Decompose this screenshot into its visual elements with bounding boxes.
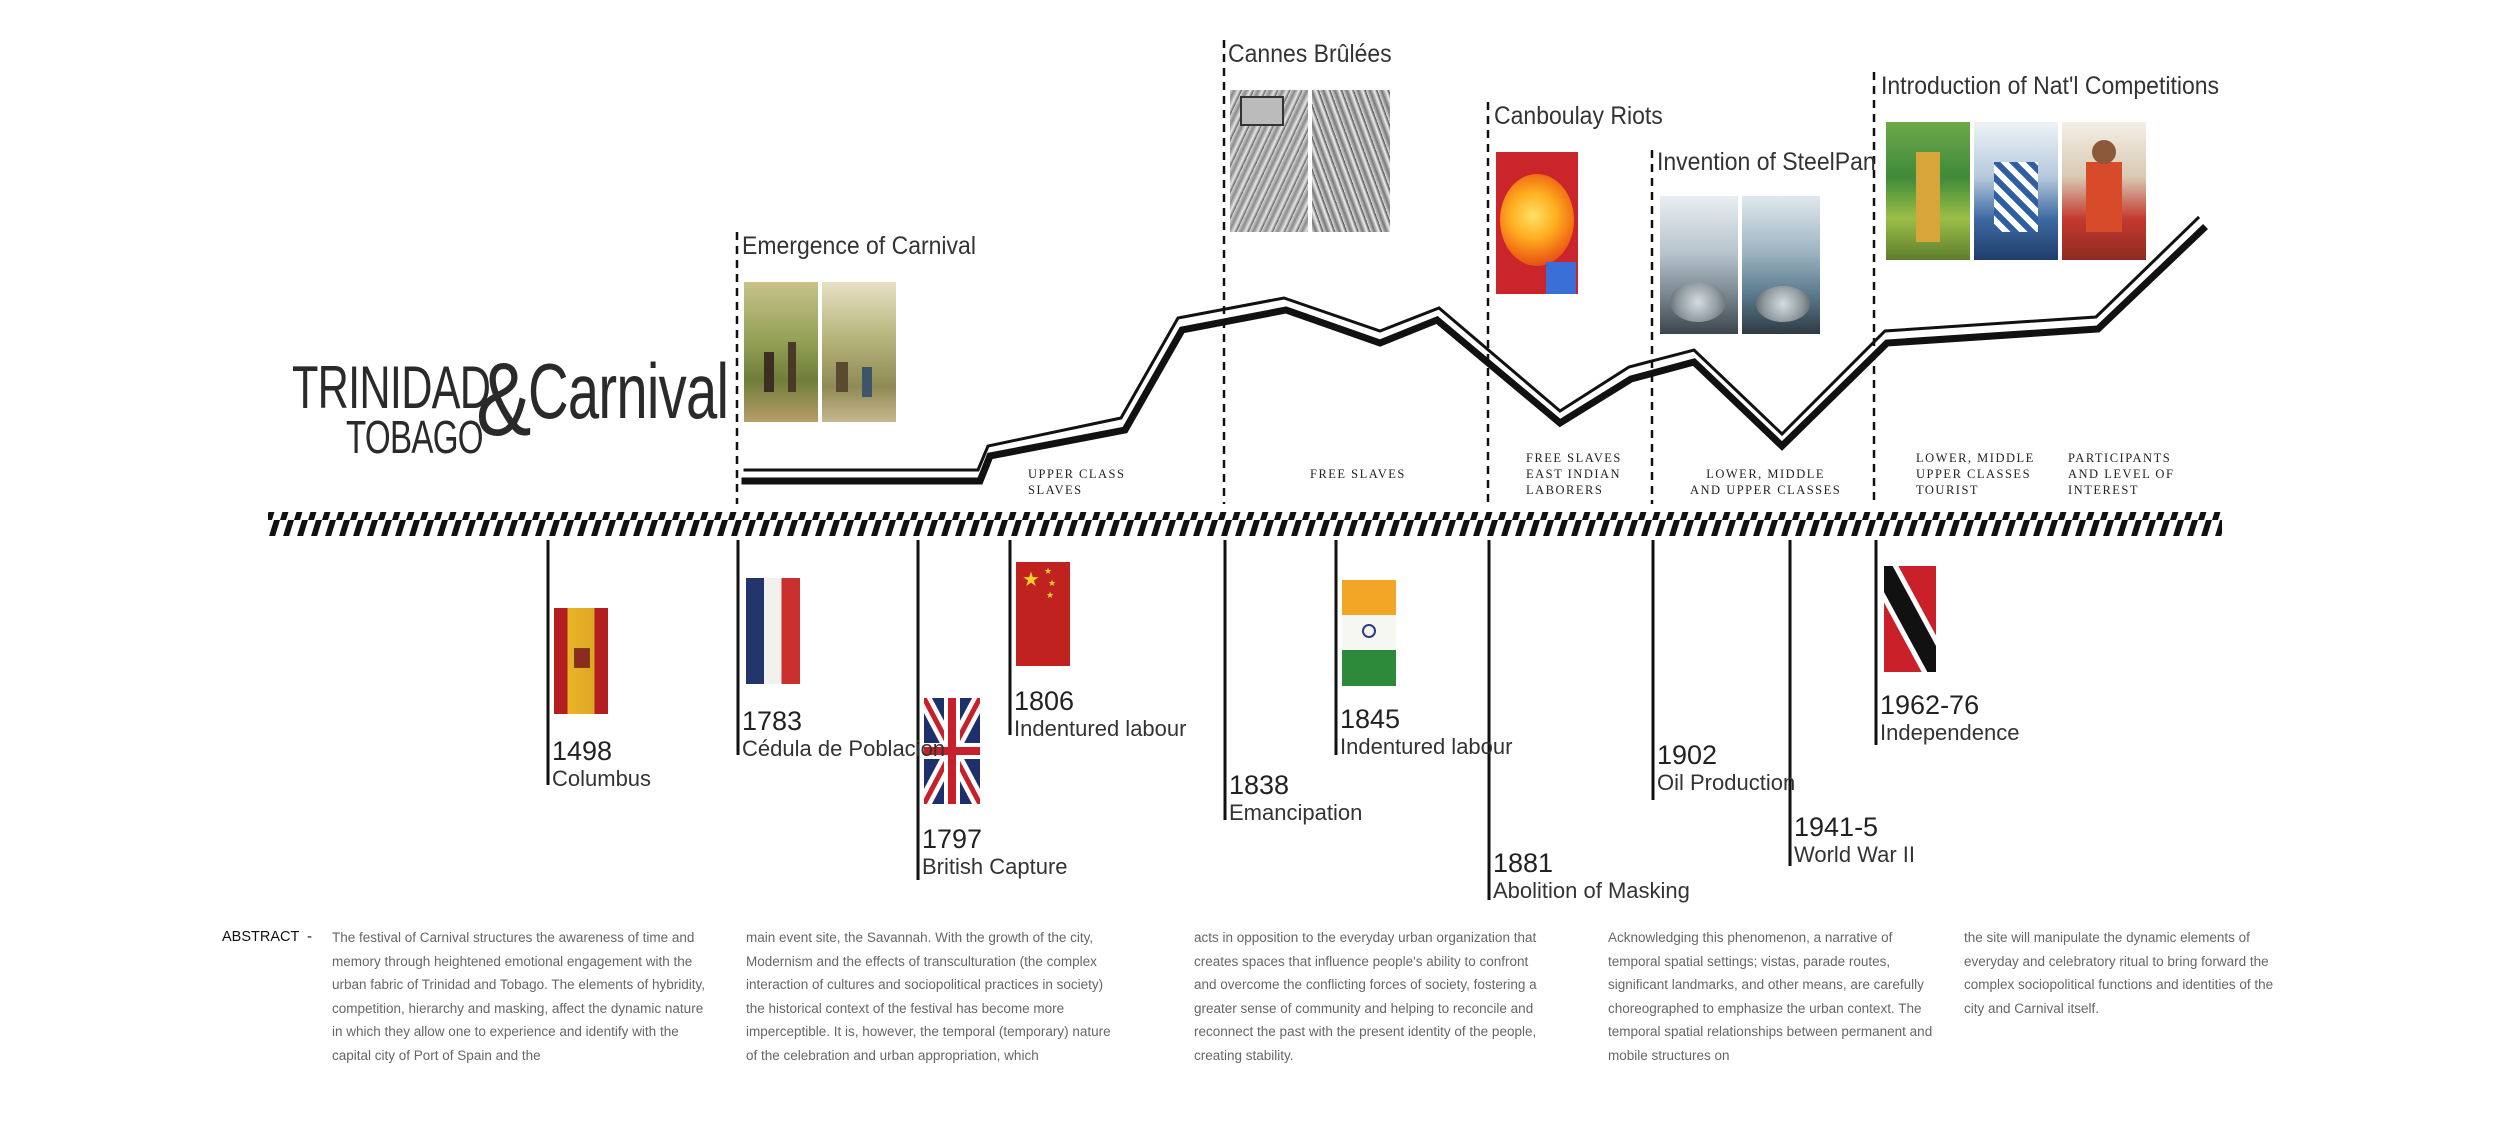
competitions-photo-2 (1974, 122, 2058, 260)
timeline-event-1845: 1845 Indentured labour (1340, 704, 1512, 760)
event-label: Oil Production (1657, 770, 1796, 795)
event-year: 1797 (922, 824, 983, 854)
participation-line-thin (743, 215, 2201, 472)
event-label: Columbus (552, 766, 652, 791)
event-label: Indentured labour (1014, 716, 1187, 741)
emergence-photo-1 (744, 282, 818, 422)
cannes-photo-2 (1312, 90, 1390, 232)
event-title-emergence: Emergence of Carnival (742, 232, 976, 260)
class-label-lower-middle-upper: LOWER, MIDDLE AND UPPER CLASSES (1690, 467, 1842, 497)
event-year: 1881 (1493, 848, 1554, 878)
emergence-photo-2 (822, 282, 896, 422)
india-flag-icon (1342, 580, 1396, 686)
title-trinidad: TRINIDAD (292, 354, 491, 421)
class-label-tourist: LOWER, MIDDLE UPPER CLASSES TOURIST (1916, 451, 2035, 497)
event-label: World War II (1794, 842, 1916, 867)
event-title-cannes: Cannes Brûlées (1228, 40, 1392, 68)
participation-line-thick (741, 224, 2208, 485)
timeline-event-1498: 1498 Columbus (552, 736, 651, 792)
class-label-east-indian: FREE SLAVES EAST INDIAN LABORERS (1526, 451, 1622, 497)
event-year: 1838 (1229, 770, 1290, 800)
timeline-event-1797: 1797 British Capture (922, 824, 1068, 880)
steelpan-photo-2 (1742, 196, 1820, 334)
event-year: 1941-5 (1794, 812, 1879, 842)
competitions-photo-1 (1886, 122, 1970, 260)
timeline-event-1962: 1962-76 Independence (1880, 690, 2019, 746)
abstract-column-1: The festival of Carnival structures the … (332, 930, 705, 1063)
event-year: 1962-76 (1880, 690, 1980, 720)
spain-flag-icon (554, 608, 608, 714)
uk-flag-icon (924, 698, 980, 804)
event-label: British Capture (922, 854, 1068, 879)
event-label: Emancipation (1229, 800, 1363, 825)
title-carnival: Carnival (528, 347, 729, 435)
timeline-event-1783: 1783 Cédula de Poblacion (742, 706, 945, 762)
title-ampersand: & (476, 342, 532, 458)
timeline-event-1838: 1838 Emancipation (1229, 770, 1362, 826)
class-label-participants: PARTICIPANTS AND LEVEL OF INTEREST (2068, 451, 2175, 497)
abstract-column-2: main event site, the Savannah. With the … (746, 930, 1111, 1063)
page-title: TRINIDAD TOBAGO & Carnival (290, 348, 729, 472)
class-label-upper-class-slaves: UPPER CLASS SLAVES (1028, 467, 1126, 497)
event-label: Abolition of Masking (1493, 878, 1690, 903)
steelpan-photo-1 (1660, 196, 1738, 334)
title-tobago: TOBAGO (346, 411, 484, 463)
event-label: Cédula de Poblacion (742, 736, 946, 761)
canboulay-photo (1496, 152, 1578, 294)
abstract-column-4: Acknowledging this phenomenon, a narrati… (1608, 930, 1933, 1063)
event-label: Indentured labour (1340, 734, 1513, 759)
abstract-column-5: the site will manipulate the dynamic ele… (1964, 930, 2274, 1016)
event-label: Independence (1880, 720, 2020, 745)
event-year: 1783 (742, 706, 803, 736)
cannes-photo-1 (1230, 90, 1308, 232)
abstract-column-3: acts in opposition to the everyday urban… (1194, 930, 1537, 1063)
competitions-photo-3 (2062, 122, 2146, 260)
event-year: 1845 (1340, 704, 1401, 734)
event-title-steelpan: Invention of SteelPan (1657, 148, 1876, 176)
hatched-timeline-bar (268, 512, 2222, 536)
trinidad-flag-icon (1884, 566, 1936, 672)
event-year: 1806 (1014, 686, 1075, 716)
france-flag-icon (746, 578, 800, 684)
event-year: 1498 (552, 736, 613, 766)
timeline-event-1902: 1902 Oil Production (1657, 740, 1795, 796)
timeline-event-1806: 1806 Indentured labour (1014, 686, 1186, 742)
class-label-free-slaves: FREE SLAVES (1310, 467, 1406, 481)
timeline-event-1941: 1941-5 World War II (1794, 812, 1915, 868)
china-flag-icon: ★ ★ ★ ★ (1016, 562, 1070, 666)
event-title-competitions: Introduction of Nat'l Competitions (1881, 72, 2220, 100)
abstract-heading: ABSTRACT - (222, 929, 312, 945)
timeline-event-1881: 1881 Abolition of Masking (1493, 848, 1690, 904)
event-title-canboulay: Canboulay Riots (1494, 102, 1663, 130)
event-year: 1902 (1657, 740, 1718, 770)
